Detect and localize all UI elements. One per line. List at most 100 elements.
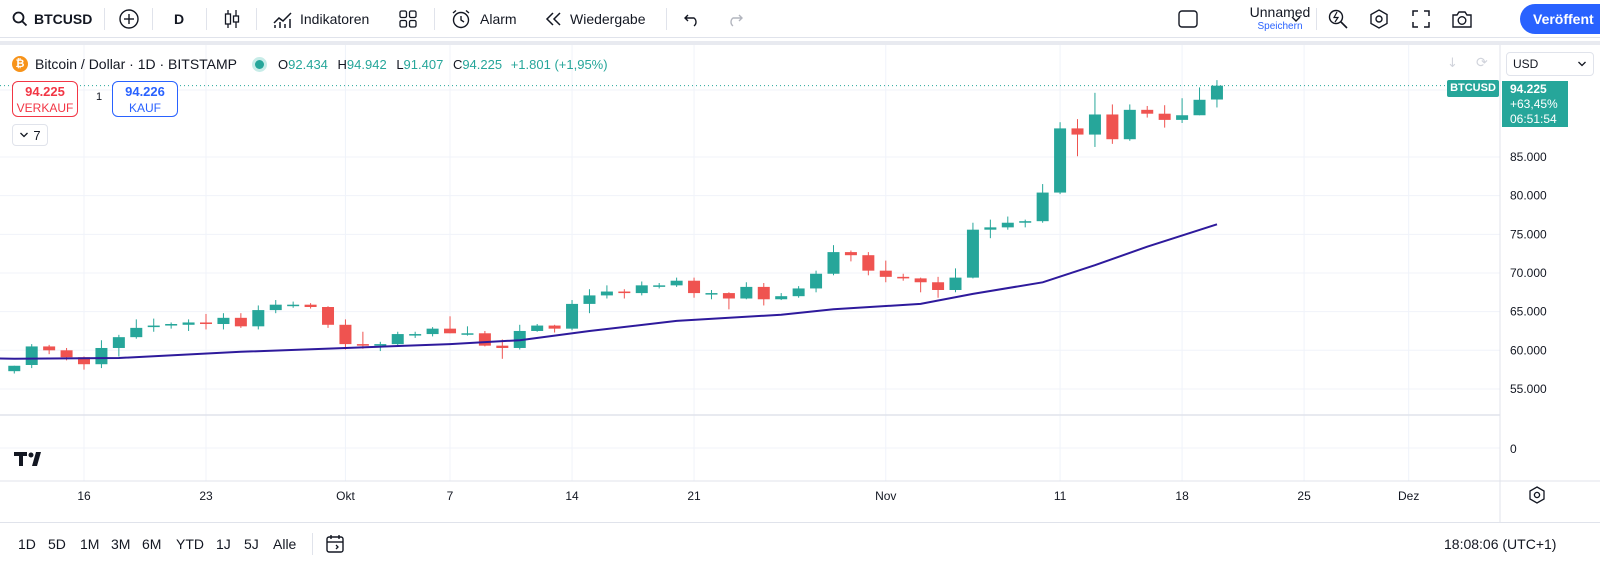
candle [25,344,38,369]
quick-search-button[interactable] [1327,0,1349,38]
time-axis-label: 16 [77,489,91,503]
candle [635,281,648,296]
sell-button[interactable]: 94.225 VERKAUF [12,81,78,117]
grid-icon [399,10,417,28]
candle [879,260,892,283]
candle-body [43,346,56,351]
compare-symbol-button[interactable] [118,0,140,38]
price-chart[interactable]: 85.000 80.000 75.000 70.000 65.000 60.000 55.0… [0,0,1600,522]
range-button-1m[interactable]: 1M [80,535,100,552]
candle [688,277,701,298]
alert-button[interactable]: Alarm [450,0,517,38]
templates-button[interactable] [398,0,418,38]
candle [496,339,509,359]
candle-body [252,310,265,327]
candle-body [966,229,979,278]
time-axis-label: Okt [336,489,355,503]
candle-body [653,285,666,287]
price-axis-label: 60.000 [1510,343,1547,357]
settings-button[interactable] [1368,0,1390,38]
candle [513,324,526,350]
range-button-1d[interactable]: 1D [18,535,36,552]
chart-area[interactable] [0,41,1600,522]
divider [256,8,257,30]
high-key: H [337,56,347,72]
candle-body [217,317,230,325]
pane-icons[interactable]: ↓ ⟳ [1447,55,1488,71]
divider [666,8,667,30]
candle-body [670,280,683,286]
snapshot-button[interactable] [1451,0,1473,38]
scale-settings-gear[interactable] [1529,486,1545,504]
interval-button[interactable]: D [174,11,185,27]
candle-body [374,344,387,346]
tradingview-logo[interactable] [14,448,48,474]
undo-button[interactable] [683,0,701,38]
candle-body [130,327,143,338]
fullscreen-icon [1412,10,1430,28]
candle [740,282,753,300]
buy-button[interactable]: 94.226 KAUF [112,81,178,117]
candle-body [1071,128,1084,135]
candle [792,286,805,298]
collapse-indicators-button[interactable]: 7 [12,124,48,146]
symbol-search[interactable]: BTCUSD [12,0,92,38]
undo-icon [684,14,697,27]
timezone-clock[interactable]: 18:08:06 (UTC+1) [1444,535,1557,552]
range-button-3m[interactable]: 3M [111,535,131,552]
range-button-5d[interactable]: 5D [48,535,66,552]
chart-legend[interactable]: ₿ Bitcoin / Dollar · 1D · BITSTAMP O92.4… [12,54,608,74]
go-to-date-button[interactable] [324,523,346,563]
time-axis-label: 14 [565,489,579,503]
candle [182,319,195,331]
candle-body [583,295,596,304]
candle [722,292,735,310]
candle-body [810,273,823,289]
candle [130,319,143,339]
range-button-alle[interactable]: Alle [273,535,297,552]
replay-button[interactable]: Wiedergabe [544,0,646,38]
publish-button[interactable]: Veröffent [1520,4,1600,34]
price-axis-labels: 85.000 80.000 75.000 70.000 65.000 60.000 55.0… [1510,150,1547,396]
currency-selector[interactable]: USD [1506,52,1594,76]
layout-menu-button[interactable] [1290,0,1302,38]
candle [827,245,840,276]
close-value: 94.225 [462,56,503,72]
range-button-6m[interactable]: 6M [142,535,162,552]
range-button-5j[interactable]: 5J [244,535,259,552]
gear-icon [1370,9,1388,29]
layout-toggle-button[interactable] [1177,0,1199,38]
candle-body [426,328,439,335]
candle-body [635,285,648,294]
candle [1193,87,1206,116]
fullscreen-button[interactable] [1411,0,1431,38]
indicators-button[interactable]: Indikatoren [272,0,369,38]
candle [914,277,927,293]
candle [217,313,230,330]
candle [583,289,596,314]
divider [104,8,105,30]
indicators-label: Indikatoren [300,11,370,27]
candle [531,324,544,332]
divider [206,8,207,30]
redo-button[interactable] [726,0,744,38]
candle-body [478,333,491,346]
symbol-name: BTCUSD [34,11,93,27]
candle [1210,80,1223,108]
buy-price: 94.226 [125,84,165,99]
plus-circle-icon [119,9,139,29]
candle [1054,122,1067,195]
candle [1141,105,1154,118]
time-axis-label: 11 [1054,489,1067,503]
candle [252,305,265,330]
range-button-ytd[interactable]: YTD [176,535,204,552]
layout-name-button[interactable]: Unnamed Speichern [1240,4,1320,36]
candle-body [112,337,125,348]
candle [391,331,404,347]
candle [1071,119,1084,157]
chart-type-button[interactable] [222,0,242,38]
candle-body [844,252,857,256]
range-button-1j[interactable]: 1J [216,535,231,552]
price-axis-label: 55.000 [1510,382,1547,396]
candle-body [688,280,701,294]
